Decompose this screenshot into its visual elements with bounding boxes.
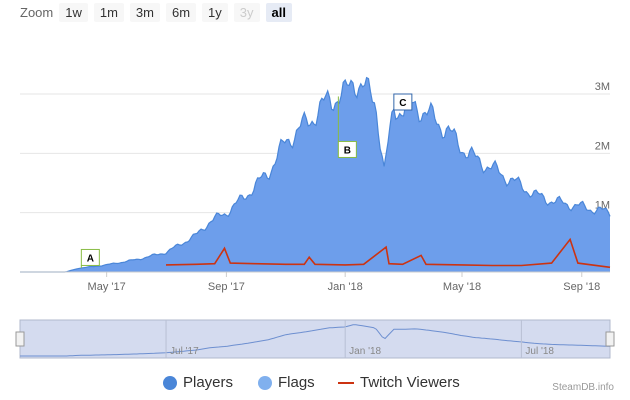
flag-C[interactable]: C xyxy=(393,93,413,111)
zoom-button-6m[interactable]: 6m xyxy=(165,2,197,22)
players-line xyxy=(20,76,611,273)
flag-label-C: C xyxy=(399,98,406,109)
navigator-handle-right[interactable] xyxy=(605,331,615,347)
y-tick-label-1: 2M xyxy=(595,140,610,152)
players-area xyxy=(20,77,610,272)
flag-box-B xyxy=(337,140,357,158)
players-swatch xyxy=(163,375,177,390)
legend: Players Flags Twitch Viewers xyxy=(0,374,630,398)
zoom-label: Zoom xyxy=(20,4,54,20)
zoom-button-1y[interactable]: 1y xyxy=(202,2,228,22)
zoom-button-all[interactable]: all xyxy=(265,2,292,22)
flag-B[interactable]: B xyxy=(337,96,357,158)
zoom-bar: Zoom 1w 1m 3m 6m 1y 3y all xyxy=(20,2,298,22)
credit: SteamDB.info xyxy=(552,382,614,393)
flag-label-A: A xyxy=(87,253,94,264)
x-tick-label-3: May '18 xyxy=(443,281,481,293)
navigator-series xyxy=(20,324,611,357)
flag-A[interactable]: A xyxy=(80,248,100,268)
flag-label-B: B xyxy=(344,145,351,156)
legend-label-twitch: Twitch Viewers xyxy=(360,374,460,391)
x-tick-label-4: Sep '18 xyxy=(563,281,600,293)
navigator-tick-label-2: Jul '18 xyxy=(525,346,554,357)
legend-item-flags[interactable]: Flags xyxy=(258,374,315,391)
flag-box-C xyxy=(393,93,413,111)
navigator-handle-left[interactable] xyxy=(15,331,25,347)
twitch-swatch xyxy=(338,381,354,384)
zoom-button-1w[interactable]: 1w xyxy=(59,2,88,22)
legend-label-flags: Flags xyxy=(278,374,315,391)
legend-item-twitch[interactable]: Twitch Viewers xyxy=(338,374,460,391)
navigator-window[interactable] xyxy=(19,319,611,359)
zoom-buttons: 1w 1m 3m 6m 1y 3y all xyxy=(59,2,298,22)
zoom-button-1m[interactable]: 1m xyxy=(93,2,124,22)
x-tick-label-0: May '17 xyxy=(88,281,126,293)
x-tick-label-1: Sep '17 xyxy=(208,281,245,293)
twitch-viewers-line xyxy=(165,237,611,269)
zoom-button-3m[interactable]: 3m xyxy=(129,2,160,22)
y-tick-label-2: 3M xyxy=(595,81,610,93)
navigator-tick-label-0: Jul '17 xyxy=(170,346,199,357)
x-tick-label-2: Jan '18 xyxy=(328,281,363,293)
legend-item-players[interactable]: Players xyxy=(163,374,233,391)
zoom-button-3y: 3y xyxy=(233,2,260,22)
legend-label-players: Players xyxy=(183,374,234,391)
flags-swatch xyxy=(258,375,272,390)
flag-box-A xyxy=(80,248,100,266)
navigator-tick-label-1: Jan '18 xyxy=(349,346,381,357)
